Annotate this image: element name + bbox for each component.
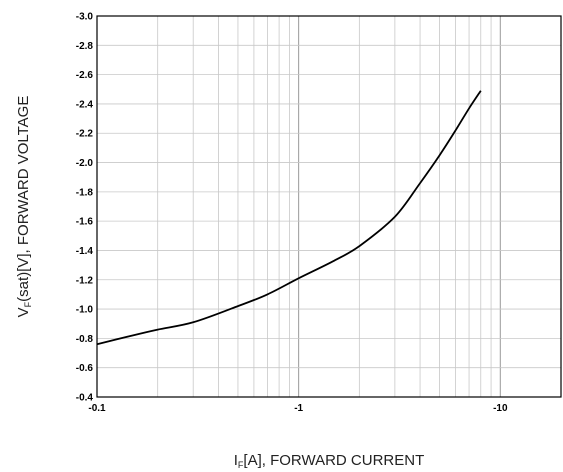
y-tick-label: -2.6 [76,70,94,81]
y-tick-label: -1.0 [76,305,94,316]
x-axis-label-sub: F [238,460,244,470]
y-tick-label: -2.0 [76,158,94,169]
y-axis-label: VF(sat)[V], FORWARD VOLTAGE [15,96,33,318]
x-axis-label: IF[A], FORWARD CURRENT [234,452,425,470]
y-tick-label: -2.2 [76,129,94,140]
x-tick-label: -10 [493,403,508,414]
x-tick-label: -1 [294,403,303,414]
y-tick-label: -1.8 [76,187,94,198]
y-tick-label: -2.4 [76,99,94,110]
y-tick-label: -0.6 [76,363,94,374]
y-axis-label-main: V [15,307,32,317]
series-layer [96,90,482,346]
y-tick-labels: -3.0 -2.8 -2.6 -2.4 -2.2 -2.0 -1.8 -1.6 -1.4 -1.2… [76,12,94,404]
plot-frame [96,15,562,398]
y-tick-label: -0.4 [76,393,94,404]
x-tick-labels: -0.1 -1 -10 [88,403,508,414]
y-tick-label: -1.6 [76,217,94,228]
y-tick-label: -2.8 [76,41,94,52]
grid [96,15,562,398]
x-tick-label: -0.1 [88,403,106,414]
x-axis-label-main: I [234,452,238,469]
y-axis-label-sub: F [23,301,33,307]
y-tick-label: -1.4 [76,246,94,257]
x-axis-label-rest: [A], FORWARD CURRENT [243,452,424,469]
y-tick-label: -3.0 [76,12,94,23]
y-tick-label: -0.8 [76,334,94,345]
series-line [96,90,482,346]
y-axis-label-rest: (sat)[V], FORWARD VOLTAGE [15,96,32,302]
y-tick-label: -1.2 [76,275,94,286]
